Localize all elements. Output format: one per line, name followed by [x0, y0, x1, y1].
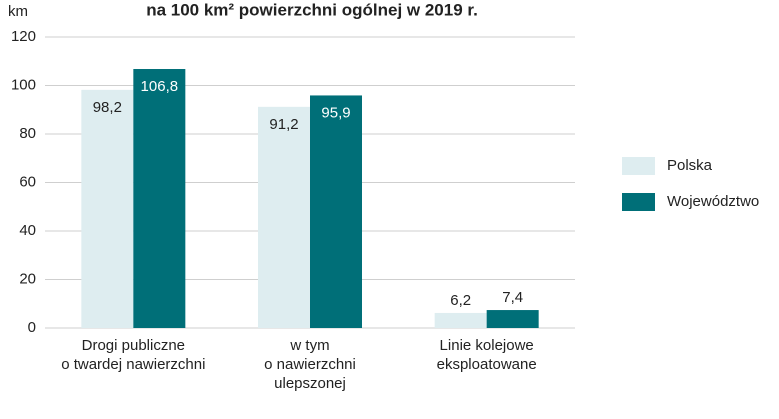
legend-label: Polska [667, 157, 713, 174]
legend-swatch [622, 193, 655, 211]
data-label: 95,9 [321, 104, 350, 121]
data-label: 98,2 [93, 99, 122, 116]
y-tick-label: 120 [11, 28, 36, 45]
x-tick-label: Drogi publiczne o twardej nawierzchni [61, 337, 205, 373]
bar [486, 310, 539, 328]
data-label: 7,4 [502, 289, 523, 306]
data-label: 106,8 [141, 78, 179, 95]
data-label: 6,2 [450, 292, 471, 309]
y-tick-label: 60 [19, 173, 36, 190]
bar [310, 95, 362, 328]
bar [133, 69, 186, 328]
legend-label: Województwo [667, 193, 759, 210]
y-tick-label: 40 [19, 222, 36, 239]
y-tick-label: 80 [19, 125, 36, 142]
legend-swatch [622, 157, 655, 175]
bar [258, 106, 310, 328]
data-label: 91,2 [269, 116, 298, 133]
bar [434, 312, 487, 328]
bar [81, 89, 134, 329]
y-tick-label: 0 [28, 319, 36, 336]
y-tick-label: 20 [19, 270, 36, 287]
x-tick-label: w tym o nawierzchni ulepszonej [264, 337, 356, 392]
y-tick-label: 100 [11, 76, 36, 93]
chart-title: na 100 km² powierzchni ogólnej w 2019 r. [146, 0, 478, 19]
x-tick-label: Linie kolejowe eksploatowane [437, 337, 537, 373]
y-axis-label: km [8, 3, 28, 20]
